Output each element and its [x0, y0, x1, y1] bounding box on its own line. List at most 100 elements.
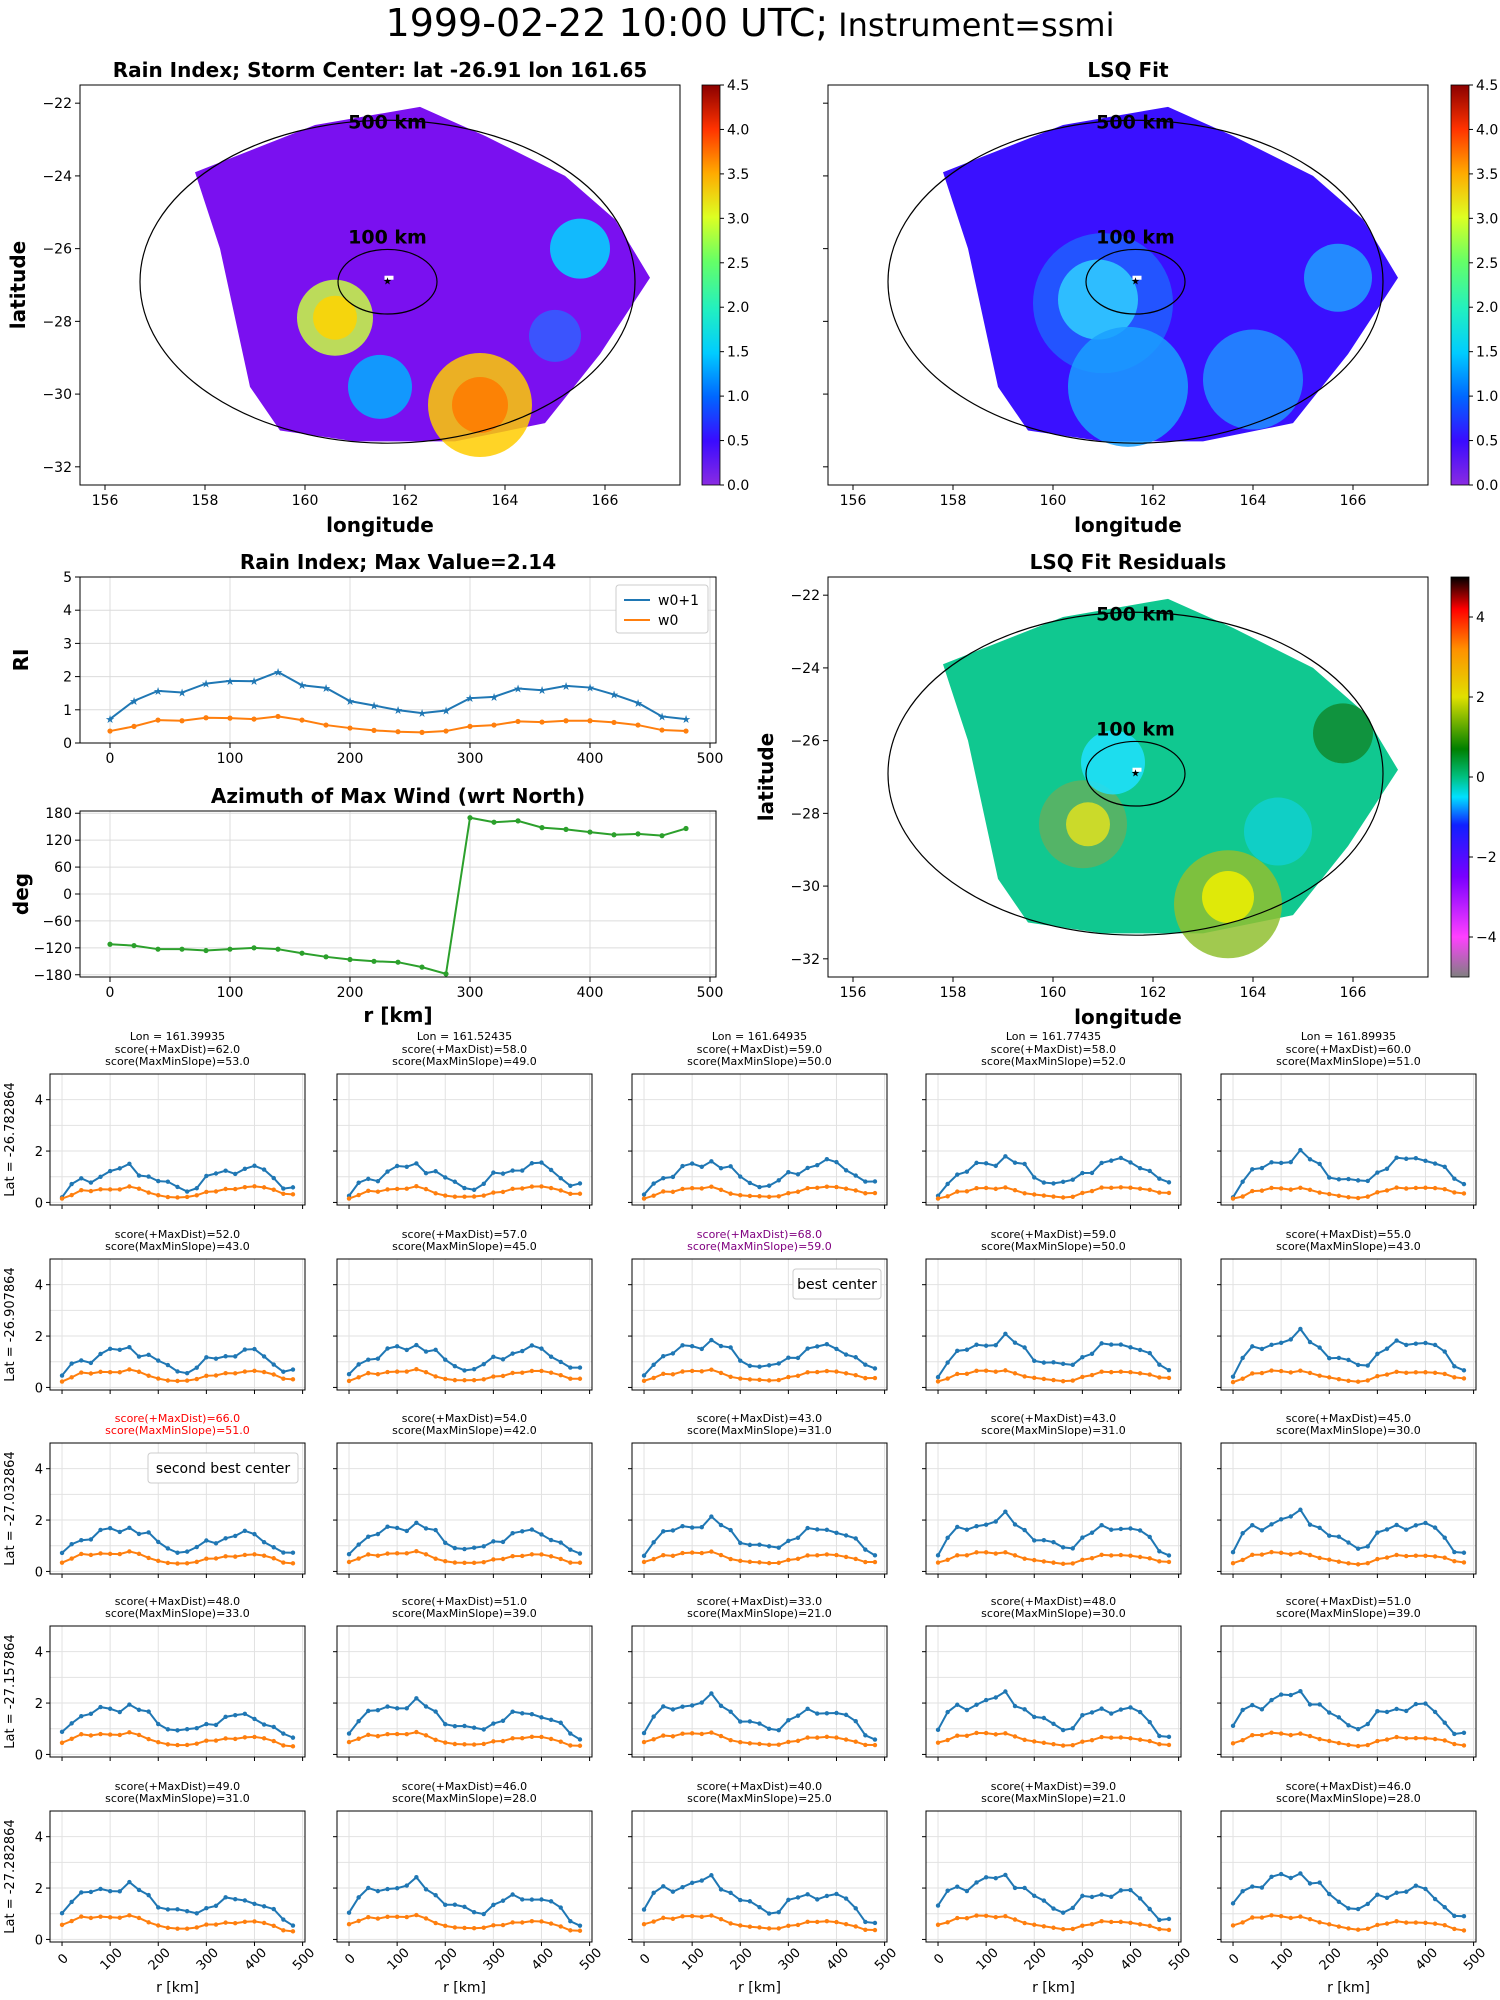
data-point: [974, 1913, 979, 1918]
score-maxdist: score(+MaxDist)=59.0: [697, 1043, 822, 1056]
data-point: [1432, 1342, 1438, 1348]
y-tick-label: −60: [42, 914, 72, 930]
data-point: [1240, 1179, 1245, 1184]
data-point: ★: [633, 697, 643, 710]
score-maxminslope: score(MaxMinSlope)=45.0: [392, 1240, 537, 1253]
data-point: [795, 1713, 801, 1718]
data-point: [117, 1915, 122, 1920]
data-point: [1060, 1561, 1066, 1567]
data-point: [728, 1556, 733, 1562]
data-point: [853, 1719, 858, 1724]
data-point: [452, 1902, 458, 1907]
data-point: [993, 1551, 998, 1556]
data-point: [1269, 1730, 1274, 1735]
ring-100km: [1085, 248, 1186, 315]
data-point: [1051, 1540, 1056, 1545]
data-point: [747, 1899, 753, 1904]
data-point: [776, 1909, 781, 1915]
data-point: [1384, 1921, 1390, 1926]
intensity-blob: [1313, 703, 1373, 764]
score-maxminslope: score(MaxMinSlope)=28.0: [1276, 1792, 1421, 1805]
data-point: [680, 1914, 685, 1919]
data-point: [375, 1356, 381, 1361]
data-point: [204, 1373, 209, 1379]
data-point: [1461, 1560, 1467, 1565]
data-point: [1230, 1723, 1236, 1729]
data-point: [1278, 1731, 1284, 1736]
data-point: [146, 1892, 151, 1898]
data-point: [1118, 1552, 1124, 1558]
data-point: ★: [513, 683, 523, 696]
data-point: [1157, 1559, 1162, 1564]
data-point: ★: [441, 704, 451, 717]
data-point: [689, 1731, 695, 1736]
data-point: [107, 1369, 113, 1375]
data-point: [1166, 1190, 1172, 1196]
data-point: [213, 1373, 219, 1378]
data-point: [1269, 1342, 1274, 1348]
data-point: [261, 1920, 267, 1926]
axes-frame: [631, 1442, 888, 1575]
data-point: [1147, 1534, 1152, 1540]
data-point: ★: [153, 685, 163, 698]
data-point: [824, 1368, 830, 1374]
data-point: [935, 1379, 941, 1384]
data-point: [1022, 1191, 1027, 1196]
data-point: [1307, 1916, 1313, 1922]
data-point: [1070, 1546, 1075, 1551]
data-point: [1060, 1179, 1066, 1185]
data-point: [414, 1696, 419, 1701]
data-point: [443, 1175, 448, 1180]
data-point: [452, 1364, 458, 1369]
data-point: [356, 1918, 361, 1924]
score-maxdist: score(+MaxDist)=54.0: [402, 1412, 527, 1425]
data-point: [394, 1551, 400, 1556]
data-point: [786, 1923, 791, 1929]
data-point: [548, 1899, 554, 1904]
data-point: [223, 1370, 228, 1376]
data-point: [443, 971, 449, 977]
data-point: [1003, 1914, 1008, 1919]
x-tick-label: 100: [385, 1945, 413, 1973]
intensity-blob: [1244, 797, 1312, 866]
data-point: [1128, 1920, 1133, 1925]
ring-100km: [1085, 740, 1186, 807]
data-point: [69, 1181, 74, 1187]
data-point: [443, 1740, 448, 1745]
data-point: [127, 1730, 132, 1735]
axes-frame: [925, 1442, 1182, 1575]
subplot-r0-c0: Lon = 161.39935score(+MaxDist)=62.0score…: [3, 1030, 306, 1211]
data-point: [815, 1185, 820, 1190]
data-point: [795, 1535, 801, 1541]
axes-frame: [925, 1073, 1182, 1206]
score-maxdist: score(+MaxDist)=45.0: [1286, 1412, 1411, 1425]
data-point: [88, 1889, 94, 1895]
x-tick-label: 500: [577, 1945, 605, 1973]
data-point: [738, 1376, 743, 1381]
data-point: [323, 722, 329, 728]
data-point: [117, 1732, 122, 1738]
x-tick-label: 200: [728, 1945, 756, 1973]
data-point: [843, 1371, 849, 1376]
data-point: [1327, 1356, 1332, 1361]
data-point: [261, 1553, 267, 1558]
score-maxdist: score(+MaxDist)=58.0: [402, 1043, 527, 1056]
series-line: [61, 1880, 294, 1927]
data-point: [481, 1193, 486, 1198]
subplot-r3-c1: score(+MaxDist)=51.0score(MaxMinSlope)=3…: [333, 1595, 593, 1761]
data-point: [974, 1702, 979, 1707]
data-point: [651, 1181, 656, 1186]
data-point: [757, 1560, 762, 1565]
data-point: [757, 1184, 762, 1190]
data-point: [689, 1525, 695, 1530]
data-point: [394, 1525, 400, 1531]
data-point: [1259, 1188, 1265, 1193]
data-point: [1128, 1736, 1133, 1741]
data-point: [261, 1904, 267, 1909]
series-line: [937, 1690, 1170, 1738]
data-point: [718, 1343, 724, 1349]
data-point: [346, 1559, 352, 1565]
data-point: [443, 1923, 448, 1929]
data-point: ★: [321, 682, 331, 695]
